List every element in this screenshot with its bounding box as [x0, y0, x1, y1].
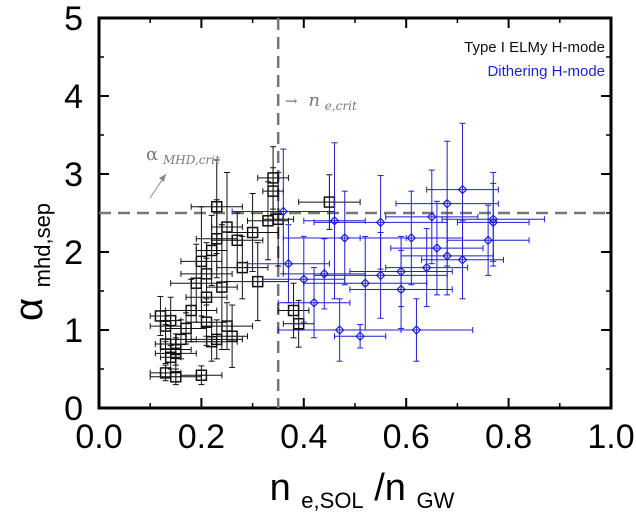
x-tick-label: 0.8 [485, 418, 532, 456]
y-axis-subscript: mhd,sep [30, 203, 55, 287]
ne-crit-subscript: e,crit [325, 99, 357, 113]
dithering-marker [457, 184, 468, 195]
x-tick-label: 1.0 [587, 418, 634, 456]
x-tick-label: 0.4 [280, 418, 327, 456]
alpha-crit-annotation: α MHD,crit [146, 144, 220, 167]
dithering-marker [457, 254, 468, 265]
y-axis-symbol: α [7, 298, 51, 321]
dithering-marker [421, 262, 432, 273]
dithering-marker [483, 235, 493, 246]
dithering-marker [278, 206, 289, 217]
y-tick-label: 4 [64, 78, 83, 116]
dithering-marker [411, 325, 422, 335]
dithering-marker [283, 258, 294, 269]
ne-crit-annotation: → n e,crit [285, 90, 357, 113]
alpha-crit-arrow-head [159, 174, 166, 182]
y-tick-label: 2 [64, 234, 83, 272]
dithering-marker [432, 243, 442, 253]
dithering-marker [309, 297, 319, 308]
x-axis-title: n e,SOL /n GW [270, 467, 455, 513]
y-tick-label: 5 [64, 0, 83, 38]
alpha-crit-symbol: α [146, 144, 158, 165]
dithering-marker [360, 278, 371, 289]
ne-crit-symbol: n [308, 90, 320, 111]
x-tick-label: 0.2 [178, 418, 225, 456]
marks-layer: 0.0 0.2 0.4 0.6 0.8 1.0 0 1 2 3 4 5 [64, 0, 635, 456]
x-axis-symbol-1: n [270, 467, 291, 509]
x-tick-label: 0.0 [75, 418, 122, 456]
ne-crit-arrow: → [285, 92, 298, 110]
dithering-marker [319, 268, 330, 279]
y-axis-title: α mhd,sep [7, 203, 55, 321]
annotations: → n e,crit α MHD,crit [146, 90, 357, 199]
y-tick-label: 0 [64, 390, 83, 428]
dithering-marker [396, 284, 406, 295]
dithering-marker [426, 212, 437, 222]
x-axis-subscript-1: e,SOL [301, 488, 363, 513]
dithering-marker [375, 217, 386, 228]
dithering-marker [442, 198, 453, 209]
legend: Type I ELMy H-mode Dithering H-mode [464, 39, 605, 80]
legend-item-type-i: Type I ELMy H-mode [464, 39, 605, 56]
y-tick-label: 1 [64, 312, 83, 350]
dithering-marker [334, 325, 345, 335]
x-tick-label: 0.6 [383, 418, 430, 456]
x-axis-symbol-2: /n [374, 467, 406, 509]
x-axis-subscript-2: GW [417, 488, 455, 513]
legend-item-dithering: Dithering H-mode [487, 63, 605, 80]
y-tick-label: 3 [64, 156, 83, 194]
dithering-marker [406, 233, 417, 243]
dithering-marker [375, 270, 386, 281]
dithering-marker [355, 331, 365, 342]
dithering-marker [339, 233, 350, 243]
dithering-marker [329, 215, 340, 226]
dithering-marker [488, 217, 499, 228]
alpha-crit-subscript: MHD,crit [162, 153, 220, 167]
